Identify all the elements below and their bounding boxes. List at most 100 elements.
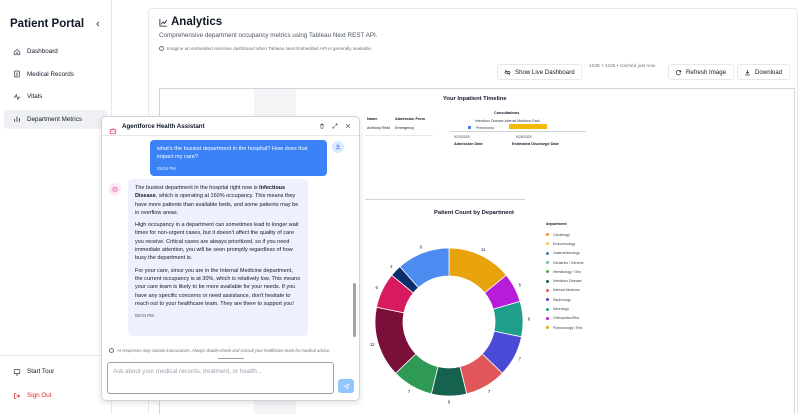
timeline-consultations-label: Consultations bbox=[494, 111, 520, 115]
legend-label: Internal Medicine bbox=[553, 288, 580, 293]
legend-label: Gastroenterology bbox=[553, 251, 580, 256]
chat-input[interactable] bbox=[107, 362, 334, 394]
slice-value-label: 6 bbox=[528, 316, 531, 321]
presentation-icon bbox=[12, 367, 21, 376]
chevron-left-icon[interactable] bbox=[95, 19, 101, 29]
legend-title: department bbox=[546, 222, 567, 226]
app-title: Patient Portal bbox=[10, 18, 85, 30]
legend-item: Endocrinology bbox=[546, 239, 606, 248]
download-button[interactable]: Download bbox=[737, 64, 790, 80]
legend-item: Pulmonology / Res bbox=[546, 323, 606, 332]
slice-value-label: 5 bbox=[519, 282, 522, 287]
document-icon bbox=[12, 70, 21, 79]
chart-legend: department Cardiology Endocrinology Gastro… bbox=[546, 222, 606, 332]
timeline-date-start: 9/23/2025 bbox=[454, 135, 470, 139]
chat-panel: Agentforce Health Assistant what's the b… bbox=[101, 116, 360, 401]
sidebar-item-label: Medical Records bbox=[27, 70, 74, 78]
sign-out-button[interactable]: Sign Out bbox=[4, 386, 107, 405]
timeline-admission-from: Emergency bbox=[395, 126, 415, 130]
legend-item: Internal Medicine bbox=[546, 286, 606, 295]
sidebar-item-department-metrics[interactable]: Department Metrics bbox=[4, 109, 107, 129]
donut-chart: 11 5 6 7 7 6 7 12 6 2 9 bbox=[370, 245, 531, 405]
page-title: Analytics bbox=[159, 16, 222, 28]
bot-icon bbox=[112, 187, 118, 192]
legend-label: Nephrology bbox=[553, 297, 571, 302]
legend-item: Infectious Disease bbox=[546, 276, 606, 285]
legend-item: Cardiology bbox=[546, 230, 606, 239]
download-label: Download bbox=[755, 68, 783, 76]
info-icon bbox=[159, 46, 164, 51]
page-subtitle: Comprehensive department occupancy metri… bbox=[159, 32, 378, 39]
info-note: Imagine an embedded real-time dashboard … bbox=[159, 46, 372, 51]
show-live-dashboard-button[interactable]: Show Live Dashboard bbox=[497, 64, 582, 80]
legend-swatch bbox=[546, 251, 549, 255]
resize-handle[interactable] bbox=[218, 358, 244, 359]
page-title-text: Analytics bbox=[171, 16, 223, 28]
assistant-text: , which is operating at 160% occupancy. … bbox=[135, 193, 299, 216]
legend-item: Geriatrics / General bbox=[546, 258, 606, 267]
sidebar-item-label: Vitals bbox=[27, 93, 43, 100]
slice-value-label: 7 bbox=[519, 357, 522, 362]
slice-value-label: 9 bbox=[419, 245, 422, 250]
legend-swatch bbox=[546, 242, 549, 246]
assistant-message-time: 05:04 PM bbox=[135, 313, 154, 319]
user-message: what's the busiest department in the hos… bbox=[150, 140, 327, 176]
timeline-axis bbox=[450, 131, 586, 132]
close-icon[interactable] bbox=[344, 122, 352, 130]
assistant-text: The busiest department in the hospital r… bbox=[135, 185, 260, 191]
show-live-label: Show Live Dashboard bbox=[515, 68, 575, 76]
sidebar-nav: Dashboard Medical Records Vitals Departm… bbox=[0, 42, 111, 129]
activity-icon bbox=[12, 92, 21, 101]
timeline-stay-bar bbox=[509, 124, 547, 129]
timeline-date-end: 9/26/2025 bbox=[516, 135, 532, 139]
slice-value-label: 6 bbox=[376, 285, 379, 290]
sidebar-item-dashboard[interactable]: Dashboard bbox=[4, 42, 107, 61]
expand-icon[interactable] bbox=[331, 122, 339, 130]
user-message-text: what's the busiest department in the hos… bbox=[157, 146, 308, 160]
sidebar-item-label: Dashboard bbox=[27, 48, 58, 55]
donut-slice bbox=[399, 247, 450, 289]
sidebar: Patient Portal Dashboard Medical Records… bbox=[0, 0, 112, 414]
legend-label: Hematology / Onc bbox=[553, 269, 582, 274]
legend-label: Orthopedics/Rhe bbox=[553, 316, 580, 321]
legend-label: Geriatrics / General bbox=[553, 260, 584, 265]
chart-title: Patient Count by Department bbox=[434, 210, 514, 216]
timeline-patient-name: Anthony Reid bbox=[367, 126, 390, 130]
image-meta: 1248 × 1105 • Cached just now bbox=[589, 64, 656, 69]
legend-label: Cardiology bbox=[553, 232, 570, 237]
timeline-title: Your Inpatient Timeline bbox=[443, 96, 507, 102]
timeline-admission-date-label: Admission Date bbox=[454, 142, 483, 146]
slice-value-label: 7 bbox=[408, 389, 411, 394]
assistant-paragraph: For your care, since you are in the Inte… bbox=[135, 267, 300, 307]
send-icon bbox=[342, 382, 350, 390]
user-icon bbox=[335, 144, 341, 150]
slice-value-label: 7 bbox=[488, 389, 491, 394]
assistant-message: The busiest department in the hospital r… bbox=[128, 179, 308, 336]
bot-avatar bbox=[109, 183, 121, 195]
start-tour-button[interactable]: Start Tour bbox=[4, 362, 107, 381]
start-tour-label: Start Tour bbox=[27, 368, 55, 375]
sidebar-item-label: Department Metrics bbox=[27, 115, 82, 123]
legend-swatch bbox=[546, 270, 549, 274]
slice-value-label: 2 bbox=[390, 264, 393, 269]
refresh-image-button[interactable]: Refresh Image bbox=[668, 64, 734, 80]
ai-disclaimer-text: AI responses may contain inaccuracies. A… bbox=[117, 348, 331, 353]
timeline-discharge-label: Estimated Discharge Date bbox=[512, 142, 559, 146]
legend-item: Gastroenterology bbox=[546, 249, 606, 258]
info-icon bbox=[109, 348, 114, 353]
ai-disclaimer: AI responses may contain inaccuracies. A… bbox=[109, 348, 330, 353]
chat-scrollbar[interactable] bbox=[353, 283, 356, 337]
sidebar-item-medical-records[interactable]: Medical Records bbox=[4, 65, 107, 84]
legend-label: Infectious Disease bbox=[553, 279, 582, 284]
legend-swatch bbox=[546, 316, 549, 320]
timeline-event-marker bbox=[468, 126, 471, 129]
sidebar-item-vitals[interactable]: Vitals bbox=[4, 87, 107, 106]
bot-icon bbox=[109, 122, 117, 135]
sidebar-header: Patient Portal bbox=[0, 0, 111, 34]
legend-swatch bbox=[546, 298, 549, 302]
trash-icon[interactable] bbox=[318, 122, 326, 130]
refresh-label: Refresh Image bbox=[686, 68, 726, 76]
legend-label: Endocrinology bbox=[553, 241, 576, 246]
assistant-bold-text: Infectious Disease bbox=[135, 185, 286, 200]
send-button[interactable] bbox=[338, 379, 354, 393]
